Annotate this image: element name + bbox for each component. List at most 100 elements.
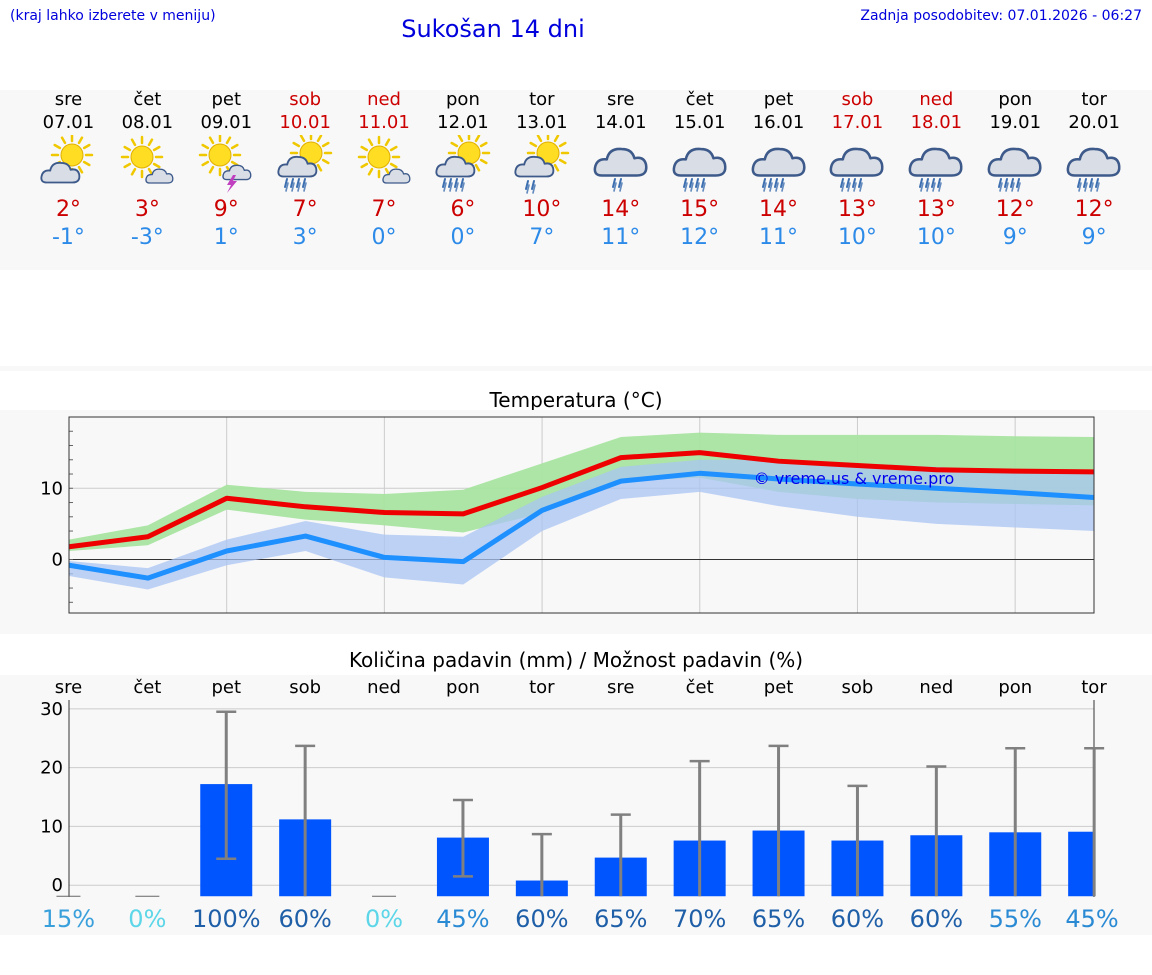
temp-max: 12° — [995, 197, 1035, 222]
day-date: 16.01 — [752, 112, 805, 133]
day-name: pon — [446, 89, 480, 110]
sun-cloud-rain-icon — [275, 131, 335, 195]
day-date: 19.01 — [989, 112, 1042, 133]
day-column: pon 19.01 12° 9° — [975, 88, 1055, 252]
day-column: tor 20.01 12° 9° — [1054, 88, 1134, 252]
day-column: pon 12.01 6° 0° — [423, 88, 503, 252]
max-temp-line — [68, 450, 1095, 550]
x-category-label: sre — [607, 677, 634, 698]
min-temp-range-band — [69, 459, 1094, 590]
temp-max: 10° — [522, 197, 562, 222]
probability-label: 70% — [673, 905, 726, 933]
x-category-label: tor — [1081, 677, 1107, 698]
temp-min: -1° — [51, 225, 85, 250]
probability-label: 60% — [515, 905, 568, 933]
day-column: pet 16.01 14° 11° — [739, 88, 819, 252]
probability-label: 0% — [128, 905, 166, 933]
temp-min: 7° — [529, 225, 555, 250]
x-category-label: sob — [842, 677, 874, 698]
probability-label: 45% — [436, 905, 489, 933]
day-name: pet — [763, 89, 794, 110]
sun-small-cloud-icon — [117, 135, 177, 195]
temp-max: 13° — [916, 197, 956, 222]
cloud-rain-icon — [670, 135, 730, 195]
cloud-rain-icon — [749, 135, 809, 195]
day-column: tor 13.01 10° 7° — [502, 88, 582, 252]
temp-max: 15° — [680, 197, 720, 222]
temp-max: 12° — [1074, 197, 1114, 222]
temperature-chart-title: Temperatura (°C) — [489, 388, 663, 412]
y-tick-label: 0 — [52, 550, 63, 571]
day-column: sob 17.01 13° 10° — [817, 88, 897, 252]
sun-cloud-rain-icon — [433, 131, 493, 195]
day-name: tor — [1081, 89, 1107, 110]
x-category-label: pet — [764, 677, 794, 698]
day-name: tor — [529, 89, 555, 110]
day-name: pon — [998, 89, 1033, 110]
temp-min: 0° — [371, 225, 397, 250]
temp-max: 3° — [134, 197, 160, 222]
y-tick-label: 0 — [52, 875, 63, 896]
day-name: sob — [841, 89, 874, 110]
day-date: 07.01 — [42, 112, 95, 133]
precipitation-chart-title: Količina padavin (mm) / Možnost padavin … — [348, 648, 804, 672]
cloud-rain-icon — [906, 135, 966, 195]
temp-max: 7° — [292, 197, 318, 222]
day-date: 11.01 — [358, 112, 410, 133]
sun-cloud-light-rain-icon — [512, 131, 572, 195]
temp-min: 3° — [292, 225, 318, 250]
day-column: sre 14.01 14° 11° — [581, 88, 661, 252]
temp-max: 14° — [759, 197, 799, 222]
day-name: ned — [919, 89, 954, 110]
day-column: sob 10.01 7° 3° — [265, 88, 345, 252]
probability-label: 55% — [989, 905, 1042, 933]
last-update: Zadnja posodobitev: 07.01.2026 - 06:27 — [860, 8, 1142, 24]
x-category-label: čet — [686, 677, 714, 698]
day-date: 15.01 — [673, 112, 726, 133]
x-category-label: pon — [446, 677, 480, 698]
plot-frame — [68, 416, 1095, 614]
day-date: 20.01 — [1068, 112, 1120, 133]
day-column: čet 15.01 15° 12° — [660, 88, 740, 252]
day-name: pet — [211, 89, 242, 110]
y-tick-label: 30 — [40, 699, 63, 720]
cloud-rain-icon — [1064, 135, 1124, 195]
separator — [0, 366, 1152, 371]
temp-max: 9° — [213, 197, 239, 222]
x-category-label: sob — [289, 677, 321, 698]
cloud-rain-icon — [827, 135, 887, 195]
day-date: 18.01 — [910, 112, 963, 133]
day-name: čet — [133, 89, 162, 110]
day-name: ned — [367, 89, 401, 110]
probability-label: 60% — [910, 905, 963, 933]
y-tick-label: 10 — [40, 816, 63, 837]
location-menu-hint: (kraj lahko izberete v meniju) — [10, 8, 216, 24]
probability-label: 60% — [831, 905, 884, 933]
temperature-chart: 0 10 © vreme.us & vreme.pro — [40, 416, 1095, 614]
day-name: čet — [685, 89, 714, 110]
y-tick-label: 10 — [40, 478, 63, 499]
temp-max: 2° — [55, 197, 81, 222]
probability-label: 15% — [42, 905, 95, 933]
day-date: 09.01 — [200, 112, 253, 133]
probability-label: 45% — [1065, 905, 1118, 933]
temp-min: 11° — [601, 225, 641, 250]
page-title: Sukošan 14 dni — [401, 15, 585, 43]
probability-label: 0% — [365, 905, 403, 933]
temp-min: 1° — [213, 225, 239, 250]
day-column: ned 11.01 7° 0° — [344, 88, 424, 252]
day-column: čet 08.01 3° -3° — [107, 88, 187, 252]
sun-small-cloud-icon — [354, 135, 414, 195]
temp-min: 9° — [1002, 225, 1028, 250]
temp-max: 14° — [601, 197, 641, 222]
cloud-light-rain-icon — [591, 135, 651, 195]
temp-min: 11° — [759, 225, 799, 250]
probability-label: 65% — [752, 905, 805, 933]
day-name: sob — [289, 89, 322, 110]
y-tick-label: 20 — [40, 758, 63, 779]
temp-min: 10° — [837, 225, 877, 250]
probability-label: 60% — [278, 905, 331, 933]
day-date: 12.01 — [437, 112, 489, 133]
day-name: sre — [607, 89, 635, 110]
